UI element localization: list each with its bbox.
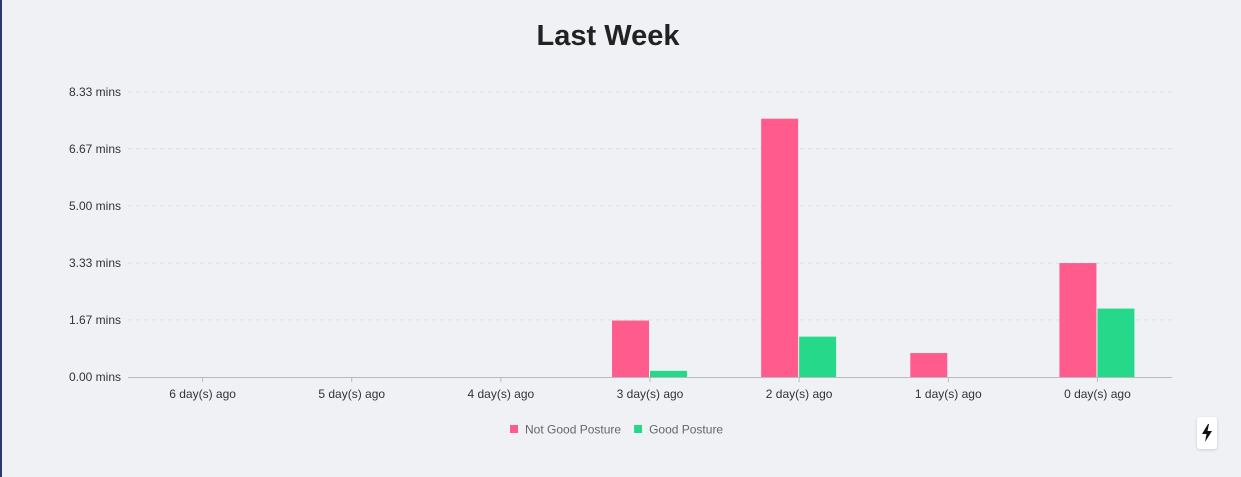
- lightning-bolt-icon[interactable]: [1197, 417, 1217, 449]
- x-tick-label: 1 day(s) ago: [915, 387, 982, 401]
- bar-good-posture[interactable]: [1097, 308, 1135, 377]
- bar-not-good-posture[interactable]: [612, 320, 649, 377]
- bar-not-good-posture[interactable]: [910, 353, 948, 377]
- bars: [612, 118, 1135, 377]
- legend-label[interactable]: Good Posture: [649, 423, 723, 437]
- window-edge: [0, 0, 2, 477]
- x-tick-label: 3 day(s) ago: [617, 387, 684, 401]
- y-tick-label: 1.67 mins: [69, 313, 121, 327]
- y-tick-label: 0.00 mins: [69, 370, 121, 384]
- bar-not-good-posture[interactable]: [1059, 263, 1097, 377]
- gridlines: [128, 91, 1172, 321]
- legend-label[interactable]: Not Good Posture: [525, 423, 621, 437]
- lightning-bolt-glyph: [1202, 424, 1212, 442]
- x-tick-label: 5 day(s) ago: [318, 387, 385, 401]
- chart-title: Last Week: [536, 20, 680, 52]
- y-tick-label: 8.33 mins: [69, 85, 121, 99]
- x-tick-label: 0 day(s) ago: [1064, 387, 1131, 401]
- x-tick-label: 6 day(s) ago: [169, 387, 236, 401]
- bar-not-good-posture[interactable]: [761, 118, 799, 377]
- y-tick-label: 3.33 mins: [69, 256, 121, 270]
- bar-good-posture[interactable]: [799, 336, 837, 377]
- legend-swatch: [634, 425, 643, 433]
- x-tick-label: 2 day(s) ago: [766, 387, 833, 401]
- legend-swatch: [510, 425, 518, 433]
- y-tick-label: 6.67 mins: [69, 142, 121, 156]
- x-axis-ticks: 6 day(s) ago 5 day(s) ago 4 day(s) ago 3 da…: [169, 377, 1131, 401]
- legend[interactable]: Not Good Posture Good Posture: [510, 423, 723, 437]
- bar-good-posture[interactable]: [650, 370, 687, 377]
- y-tick-label: 5.00 mins: [69, 199, 121, 213]
- x-tick-label: 4 day(s) ago: [468, 387, 535, 401]
- y-axis-ticks: 0.00 mins 1.67 mins 3.33 mins 5.00 mins 6.67…: [69, 85, 121, 384]
